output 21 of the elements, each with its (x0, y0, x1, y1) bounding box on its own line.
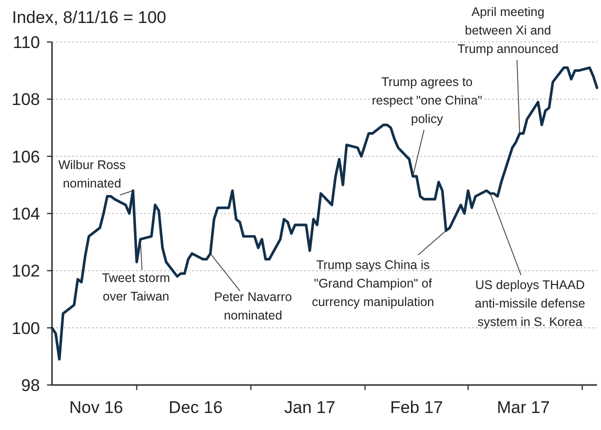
annotation: US deploys THAAD anti-missile defense system in S. Korea (474, 278, 586, 329)
y-tick-label: 104 (12, 204, 40, 224)
y-tick-label: 106 (12, 147, 40, 166)
y-tick-label: 100 (12, 318, 40, 338)
x-tick-label: Jan 17 (284, 398, 336, 417)
x-tick-label: Mar 17 (496, 398, 550, 417)
annotation: Trump agrees to respect "one China" policy (372, 75, 482, 126)
annotation: April meeting between Xi and Trump announced (458, 5, 559, 56)
y-tick-label: 102 (12, 262, 40, 281)
annotation: Wilbur Ross nominated (58, 158, 126, 190)
line-series (50, 66, 598, 361)
x-tick-label: Nov 16 (69, 398, 124, 417)
x-tick-label: Dec 16 (168, 398, 223, 417)
x-tick-label: Feb 17 (390, 398, 444, 417)
annotation: Trump says China is "Grand Champion" of currency manipulation (312, 258, 434, 309)
annotation: Tweet storm over Taiwan (102, 271, 170, 304)
annotation: Peter Navarro nominated (214, 290, 292, 322)
y-tick-label: 98 (21, 376, 40, 395)
y-axis-title: Index, 8/11/16 = 100 (12, 8, 166, 27)
y-tick-label: 108 (12, 90, 40, 110)
y-tick-label: 110 (12, 32, 40, 52)
